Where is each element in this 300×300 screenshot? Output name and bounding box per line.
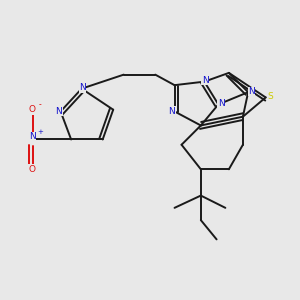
- Text: +: +: [37, 129, 43, 135]
- Text: O: O: [28, 105, 35, 114]
- Text: N: N: [168, 107, 175, 116]
- Text: N: N: [29, 132, 36, 141]
- Text: S: S: [267, 92, 273, 101]
- Text: -: -: [38, 100, 41, 109]
- Text: N: N: [79, 83, 86, 92]
- Text: N: N: [56, 107, 62, 116]
- Text: N: N: [202, 76, 208, 85]
- Text: O: O: [28, 165, 35, 174]
- Text: N: N: [248, 87, 255, 96]
- Text: N: N: [218, 99, 224, 108]
